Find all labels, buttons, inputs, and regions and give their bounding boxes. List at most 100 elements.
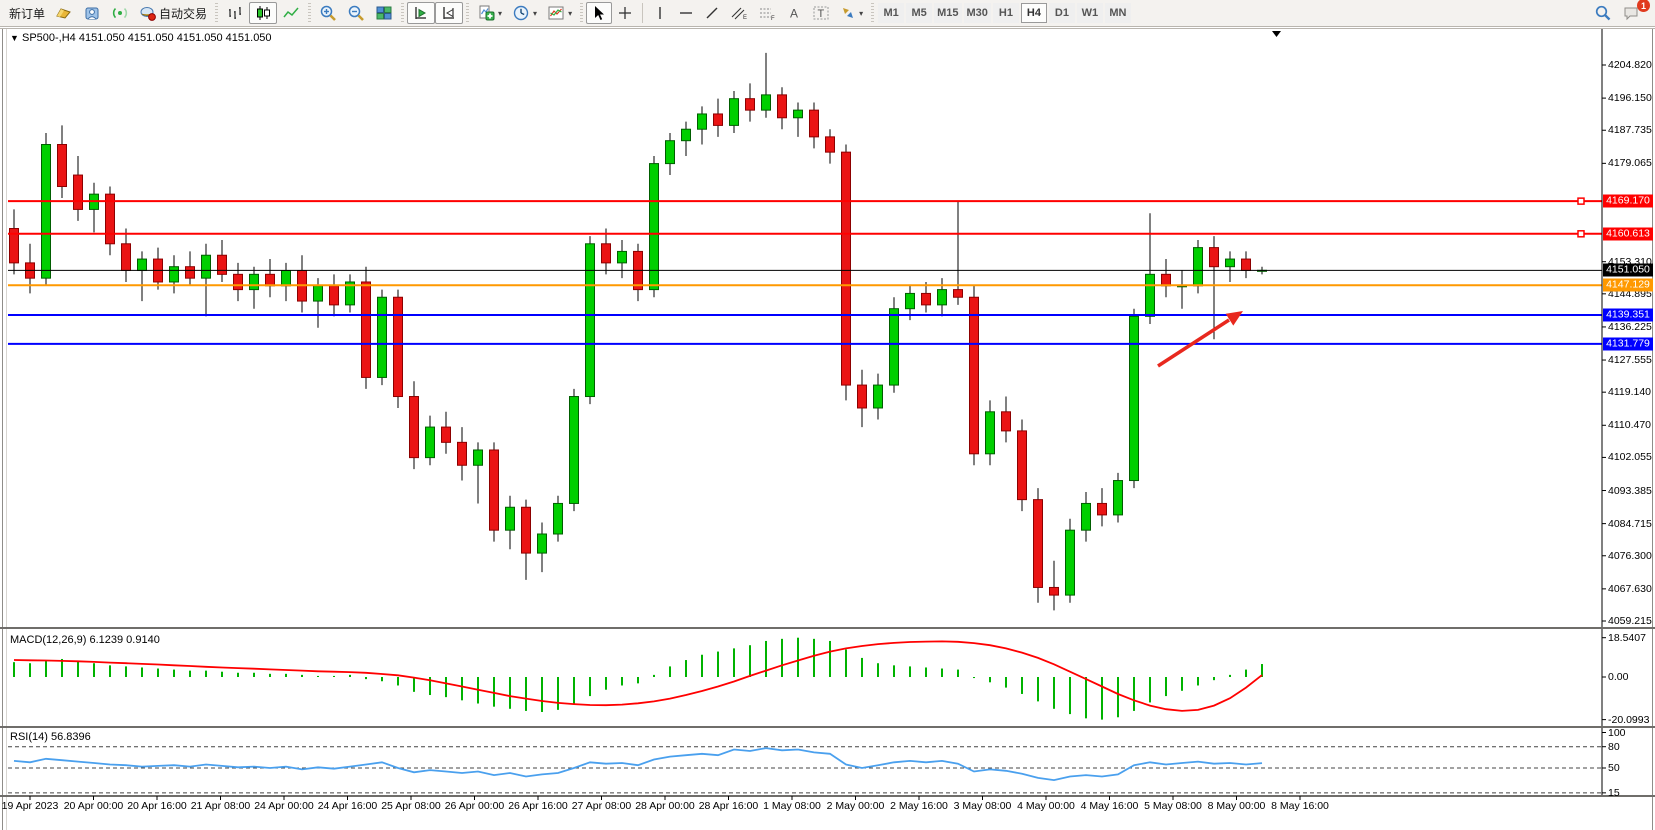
symbol-dropdown-icon[interactable]: ▼ <box>10 33 19 43</box>
dropdown-arrow-icon: ▾ <box>533 8 538 18</box>
templates-button[interactable]: ▾ <box>542 2 577 24</box>
market-watch-button[interactable] <box>50 2 78 24</box>
zoom-out-icon <box>348 5 364 21</box>
vertical-line-icon <box>659 7 661 19</box>
dropdown-arrow-icon: ▾ <box>568 8 573 18</box>
price-badge: 4160.613 <box>1603 227 1653 241</box>
timeframe-M1[interactable]: M1 <box>878 3 905 23</box>
price-badge: 4147.129 <box>1603 278 1653 292</box>
text-tool-button[interactable]: A <box>781 2 807 24</box>
timeframe-D1[interactable]: D1 <box>1048 3 1075 23</box>
data-window-button[interactable] <box>78 2 106 24</box>
rsi-axis-label: 15 <box>1608 786 1620 799</box>
price-tick-label: 4067.630 <box>1608 582 1652 595</box>
auto-scroll-icon <box>415 7 427 19</box>
time-axis-label: 3 May 08:00 <box>953 800 1012 812</box>
trendline-icon <box>706 7 718 19</box>
time-axis-label: 24 Apr 00:00 <box>254 800 314 812</box>
toolbar-grip <box>215 3 219 23</box>
channel-tool-button[interactable]: E <box>725 2 753 24</box>
auto-scroll-button[interactable] <box>407 2 436 24</box>
crosshair-tool-button[interactable] <box>612 2 638 24</box>
signals-button[interactable] <box>106 2 134 24</box>
toolbar-grip <box>401 3 405 23</box>
macd-pane[interactable] <box>8 631 1602 726</box>
time-axis-label: 2 May 00:00 <box>826 800 885 812</box>
notifications-button[interactable]: 1 <box>1617 0 1650 24</box>
clock-icon <box>513 5 529 21</box>
timeframe-M30[interactable]: M30 <box>963 3 991 23</box>
price-tick-label: 4110.470 <box>1608 419 1652 432</box>
timeframe-M5[interactable]: M5 <box>906 3 933 23</box>
price-tick-label: 4179.065 <box>1608 157 1652 170</box>
horizontal-line-icon <box>680 12 693 14</box>
tile-windows-icon <box>376 6 392 20</box>
price-badge: 4131.779 <box>1603 337 1653 351</box>
indicators-button[interactable]: ▾ <box>472 2 507 24</box>
timeframe-toolbar: M1 M5 M15 M30 H1 H4 D1 W1 MN <box>877 3 1132 23</box>
search-button[interactable] <box>1589 2 1617 24</box>
candlestick-chart-button[interactable] <box>249 2 278 24</box>
dropdown-arrow-icon: ▾ <box>859 8 864 18</box>
price-tick-label: 4059.215 <box>1608 615 1652 627</box>
toolbar-grip <box>580 3 584 23</box>
toolbar-separator <box>642 3 644 23</box>
time-axis-label: 24 Apr 16:00 <box>317 800 378 812</box>
timeframe-W1[interactable]: W1 <box>1076 3 1103 23</box>
price-tick-label: 4127.555 <box>1608 354 1652 366</box>
arrows-tool-button[interactable]: ▾ <box>835 2 868 24</box>
toolbar-grip <box>871 3 875 23</box>
price-tick-label: 4093.385 <box>1608 484 1652 497</box>
dropdown-arrow-icon: ▾ <box>498 8 503 18</box>
cursor-tool-button[interactable] <box>586 2 613 24</box>
autotrading-label: 自动交易 <box>159 6 208 21</box>
timeframe-MN[interactable]: MN <box>1104 3 1131 23</box>
time-axis-label: 28 Apr 00:00 <box>635 800 695 812</box>
fibonacci-tool-button[interactable]: F <box>753 2 781 24</box>
macd-axis-label: 0.00 <box>1608 671 1629 683</box>
rsi-pane[interactable] <box>8 729 1602 796</box>
chart-shift-button[interactable] <box>435 2 464 24</box>
bar-chart-button[interactable] <box>221 2 249 24</box>
zoom-in-button[interactable] <box>314 2 342 24</box>
price-badge: 4139.351 <box>1603 308 1653 322</box>
autotrading-button[interactable]: 自动交易 <box>134 2 212 24</box>
price-badge: 4169.170 <box>1603 194 1653 208</box>
window-border-right <box>1652 28 1653 830</box>
macd-axis-label: 18.5407 <box>1608 631 1646 644</box>
zoom-out-button[interactable] <box>342 2 370 24</box>
time-axis-label: 8 May 16:00 <box>1271 800 1329 812</box>
time-axis-label: 28 Apr 16:00 <box>698 800 759 812</box>
vertical-line-tool-button[interactable] <box>647 2 673 24</box>
tile-windows-button[interactable] <box>370 2 398 24</box>
svg-text:F: F <box>771 16 775 21</box>
time-axis-label: 27 Apr 08:00 <box>571 800 632 812</box>
timeframe-H4[interactable]: H4 <box>1020 3 1047 23</box>
timeframe-H1[interactable]: H1 <box>992 3 1019 23</box>
price-tick-label: 4102.055 <box>1608 451 1652 464</box>
main-price-pane[interactable] <box>8 30 1602 628</box>
macd-name: MACD(12,26,9) <box>10 634 87 646</box>
horizontal-line-tool-button[interactable] <box>673 2 699 24</box>
timeframe-M15[interactable]: M15 <box>934 3 962 23</box>
add-indicator-icon <box>479 5 495 21</box>
periods-button[interactable]: ▾ <box>507 2 542 24</box>
line-chart-button[interactable] <box>277 2 305 24</box>
text-icon: A <box>790 7 798 21</box>
template-icon <box>548 6 564 20</box>
trendline-tool-button[interactable] <box>699 2 725 24</box>
search-icon <box>1595 5 1611 21</box>
ohlc-values: 4151.050 4151.050 4151.050 4151.050 <box>78 32 272 44</box>
zoom-in-icon <box>320 5 336 21</box>
time-axis-label: 26 Apr 00:00 <box>444 800 505 812</box>
signal-icon <box>112 7 128 19</box>
text-label-icon: T <box>813 6 829 20</box>
price-badge: 4151.050 <box>1603 263 1653 277</box>
new-order-button[interactable]: 新订单 <box>4 2 50 24</box>
text-label-tool-button[interactable]: T <box>807 2 835 24</box>
rsi-axis-label: 100 <box>1608 726 1626 739</box>
crosshair-icon <box>619 7 632 19</box>
price-tick-label: 4119.140 <box>1608 386 1652 399</box>
main-toolbar: 新订单 自动交易 <box>0 0 1655 27</box>
